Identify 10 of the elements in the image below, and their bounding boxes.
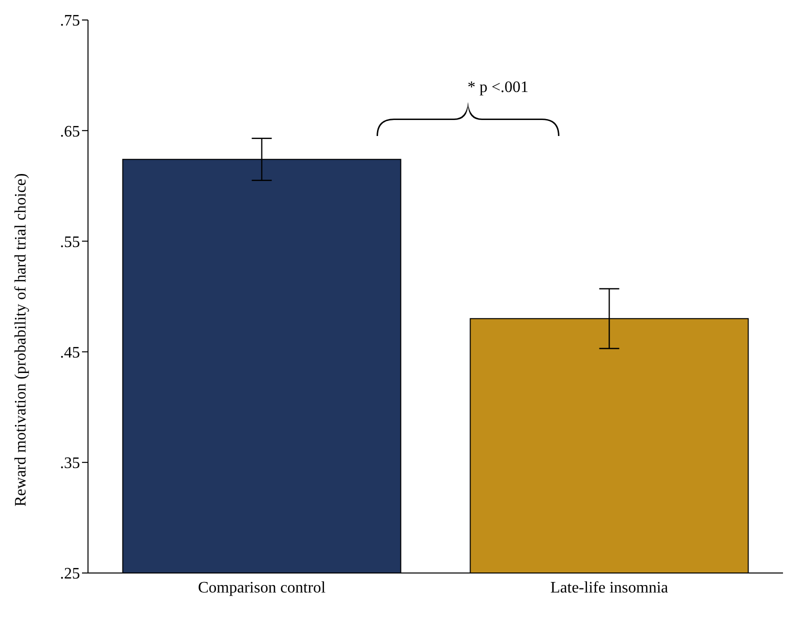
y-tick-label: .65 [60, 123, 80, 140]
y-tick-label: .35 [60, 455, 80, 472]
y-tick-label: .25 [60, 566, 80, 583]
y-axis-title: Reward motivation (probability of hard trial choice) [12, 173, 30, 506]
x-tick-label: Comparison control [198, 579, 326, 596]
x-tick-label: Late-life insomnia [550, 579, 668, 596]
y-tick-label: .75 [60, 12, 80, 30]
y-tick-label: .55 [60, 234, 80, 251]
annotation: * p <.001 [467, 79, 529, 96]
y-tick-label: .45 [60, 344, 80, 362]
